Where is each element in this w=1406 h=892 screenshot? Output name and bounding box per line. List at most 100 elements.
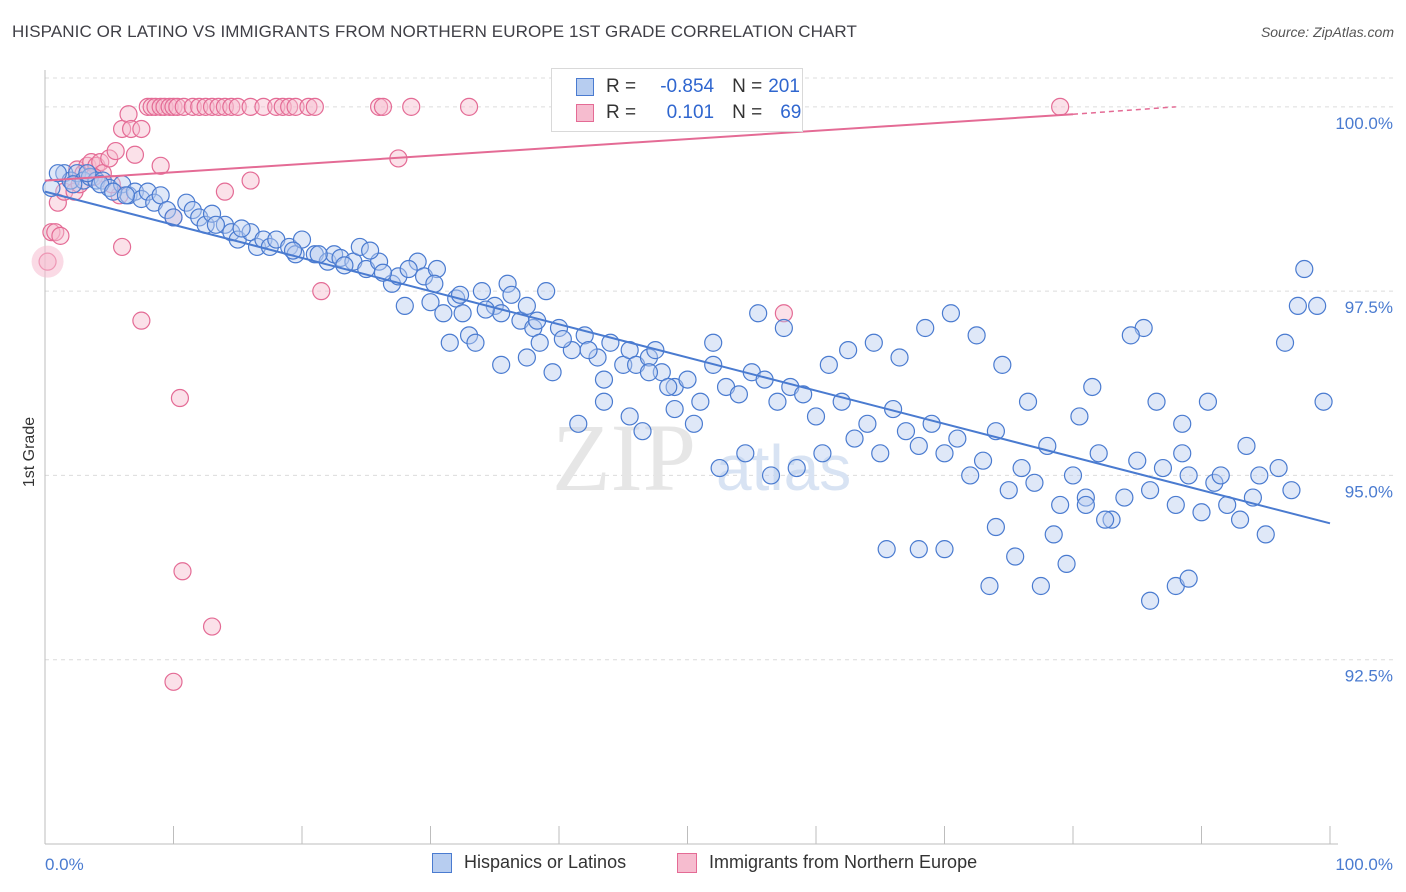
blue-point — [839, 341, 858, 360]
blue-point — [935, 540, 954, 559]
legend-row-blue: R = -0.854 N = 201 — [576, 75, 800, 99]
blue-point — [684, 414, 704, 433]
blue-point — [1230, 510, 1250, 529]
blue-trend-line — [44, 190, 1331, 525]
blue-point — [569, 414, 588, 433]
blue-point — [1237, 436, 1256, 456]
blue-point — [1025, 473, 1044, 492]
pink-point — [132, 311, 151, 330]
blue-point — [1295, 259, 1314, 279]
blue-point — [1211, 466, 1230, 485]
blue-point — [1057, 554, 1076, 573]
blue-point — [787, 458, 806, 478]
blue-point — [761, 466, 781, 485]
r-label-1: R = — [606, 76, 637, 97]
pink-point — [196, 97, 215, 116]
blue-point — [177, 193, 196, 212]
blue-point — [1147, 392, 1166, 411]
blue-point — [729, 385, 749, 404]
watermark-zip: ZIP — [552, 404, 696, 511]
blue-point — [1083, 377, 1102, 397]
legend-immigrants-label: Immigrants from Northern Europe — [709, 852, 978, 872]
blue-point — [967, 326, 986, 345]
blue-point — [421, 293, 440, 312]
blue-point — [1006, 547, 1025, 566]
y-tick-label: 97.5% — [1345, 298, 1393, 317]
blue-point — [517, 348, 536, 367]
blue-point — [1012, 458, 1031, 478]
pink-point — [168, 97, 187, 116]
pink-point — [209, 97, 228, 116]
n-value-1: 201 — [768, 76, 800, 97]
blue-point — [1205, 473, 1224, 492]
blue-point — [980, 576, 999, 596]
blue-point — [858, 414, 877, 433]
blue-point — [993, 355, 1012, 374]
pink-point — [173, 562, 192, 581]
blue-point — [1121, 326, 1140, 345]
pink-point — [222, 97, 241, 116]
blue-point — [498, 274, 517, 293]
blue-point — [1018, 392, 1038, 411]
pink-point — [151, 156, 170, 175]
pink-point — [119, 105, 138, 124]
blue-point — [736, 444, 755, 463]
blue-point — [434, 304, 453, 323]
pink-point — [254, 97, 273, 116]
y-tick-label: 95.0% — [1345, 482, 1393, 501]
blue-point — [1153, 458, 1173, 478]
blue-point — [639, 363, 659, 382]
r-value-2: 0.101 — [666, 102, 715, 123]
pink-point — [51, 226, 70, 245]
watermark: ZIP atlas — [552, 404, 851, 511]
hispanics-swatch — [432, 852, 452, 873]
pink-point — [305, 97, 324, 116]
blue-point — [916, 318, 935, 338]
blue-point — [1256, 525, 1275, 544]
r-value-1: -0.854 — [660, 76, 715, 97]
blue-point — [986, 517, 1006, 537]
blue-swatch — [576, 78, 594, 96]
pink-point — [286, 97, 305, 116]
pink-cluster-point — [31, 245, 64, 278]
n-value-2: 69 — [780, 102, 802, 123]
chart-title: HISPANIC OR LATINO VS IMMIGRANTS FROM NO… — [12, 22, 857, 41]
blue-point — [659, 377, 678, 397]
blue-point — [232, 219, 251, 238]
blue-point — [1089, 444, 1108, 463]
y-tick-label: 92.5% — [1345, 667, 1393, 686]
blue-point — [794, 385, 813, 404]
pink-point — [280, 97, 299, 116]
blue-point — [579, 341, 598, 360]
blue-point — [1070, 407, 1089, 426]
blue-point — [1173, 444, 1192, 463]
pink-trend-line — [44, 113, 1074, 182]
n-label-2: N = — [732, 102, 763, 123]
stats-legend: R = -0.854 N = 201 R = 0.101 N = 69 — [551, 68, 803, 132]
blue-point — [1179, 466, 1198, 485]
blue-point — [440, 333, 459, 352]
blue-point — [472, 282, 491, 301]
source-label: Source: ZipAtlas.com — [1260, 24, 1394, 40]
pink-point — [121, 119, 141, 139]
blue-point — [877, 540, 896, 559]
blue-point — [1198, 392, 1218, 411]
pink-point — [228, 97, 247, 116]
blue-point — [350, 237, 369, 257]
blue-point — [749, 304, 768, 323]
blue-point — [1128, 451, 1147, 470]
blue-point — [1166, 495, 1185, 515]
pink-point — [215, 97, 234, 116]
pink-point — [106, 141, 125, 161]
blue-point — [845, 429, 864, 448]
blue-point — [164, 208, 183, 227]
blue-point — [768, 392, 787, 411]
blue-point — [125, 182, 145, 201]
immigrants-swatch — [677, 852, 697, 873]
blue-point — [620, 407, 639, 426]
blue-point — [1250, 466, 1269, 485]
blue-points — [42, 164, 1333, 610]
r-label-2: R = — [606, 102, 637, 123]
blue-point — [890, 348, 909, 367]
